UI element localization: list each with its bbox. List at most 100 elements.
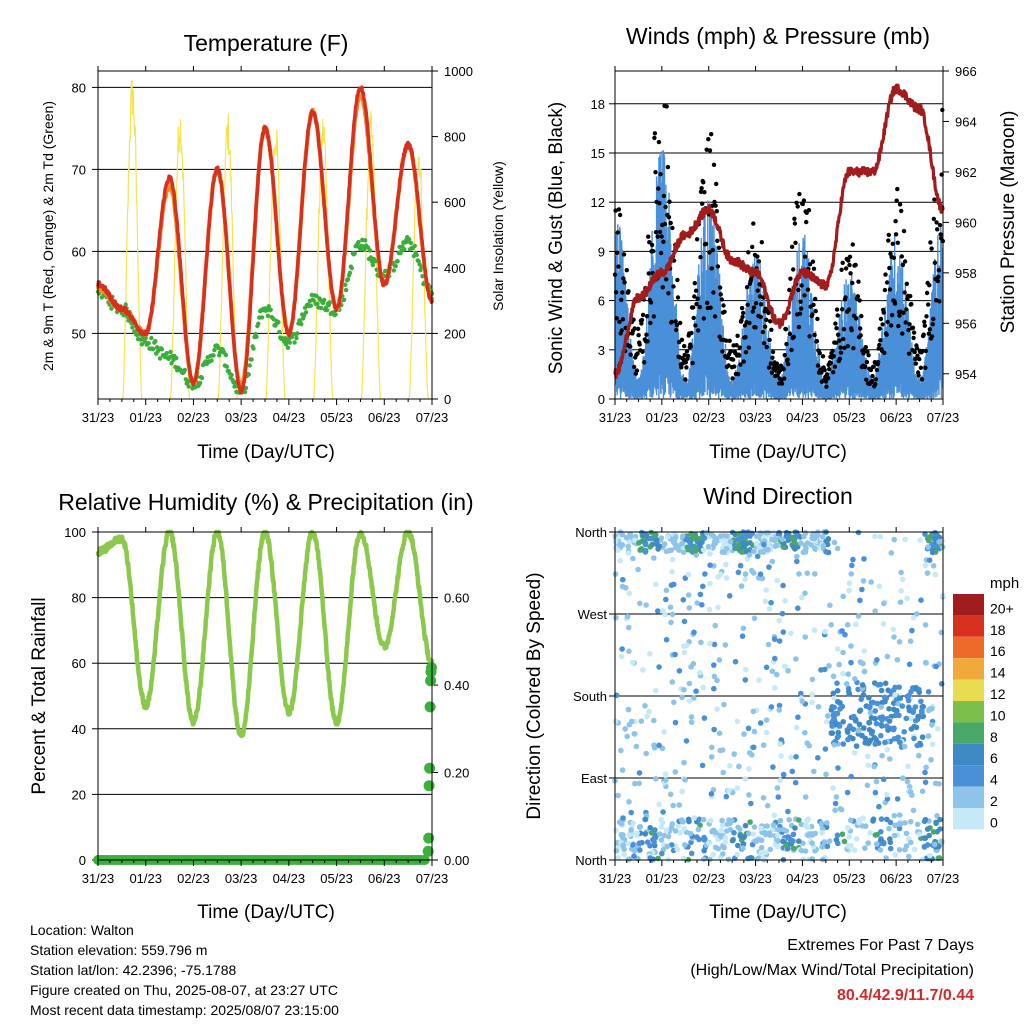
wind-direction-point: [663, 587, 670, 594]
wind-direction-point: [891, 812, 898, 819]
wind-direction-point: [739, 549, 745, 555]
wind-direction-point: [924, 842, 931, 848]
wind-direction-point: [719, 817, 725, 824]
wind-direction-point: [878, 816, 885, 822]
wind-direction-point: [636, 780, 642, 787]
gust-point: [930, 322, 935, 327]
dewpoint-point: [391, 268, 396, 273]
wind-direction-point: [926, 537, 932, 544]
gust-point: [713, 203, 718, 208]
wind-direction-point: [623, 585, 629, 591]
wind-direction-point: [929, 722, 935, 728]
wind-direction-point: [866, 727, 873, 733]
temperature-ylabel-left: 2m & 9m T (Red, Orange) & 2m Td (Green): [40, 101, 56, 371]
gust-point: [664, 104, 669, 109]
dewpoint-point: [186, 384, 191, 389]
gust-point: [742, 323, 748, 328]
gust-point: [639, 317, 645, 323]
gust-point: [913, 361, 918, 366]
wind-direction-point: [626, 648, 632, 655]
gust-point: [814, 339, 820, 344]
dewpoint-point: [406, 237, 412, 242]
dewpoint-point: [232, 384, 237, 389]
wind-direction-point: [707, 817, 714, 824]
wind-direction-point: [686, 680, 693, 687]
gust-point: [744, 285, 750, 290]
wind-direction-point: [910, 807, 917, 814]
wind-direction-point: [620, 842, 626, 849]
gust-point: [684, 349, 690, 354]
wind-direction-point: [836, 700, 843, 706]
gust-point: [724, 338, 729, 343]
wind-direction-point: [909, 627, 915, 634]
gust-point: [696, 328, 701, 333]
temperature-y2tick-label: 200: [444, 326, 466, 341]
wind-direction-point: [617, 557, 623, 564]
gust-point: [836, 332, 841, 337]
gust-point: [750, 309, 755, 314]
gust-point: [628, 344, 633, 349]
wind-direction-point: [662, 777, 669, 783]
gust-point: [616, 264, 621, 269]
gust-point: [665, 164, 671, 170]
gust-point: [626, 289, 631, 294]
wind-direction-point: [831, 742, 837, 748]
gust-point: [739, 305, 745, 311]
gust-point: [684, 365, 689, 370]
gust-point: [637, 342, 642, 347]
wind-direction-point: [847, 723, 853, 729]
gust-point: [781, 367, 786, 372]
wind-direction-point: [878, 704, 884, 710]
wind-direction-point: [702, 836, 708, 842]
wind-direction-point: [878, 732, 884, 739]
direction-ytick-label: South: [573, 689, 607, 704]
gust-point: [739, 318, 744, 323]
wind-direction-point: [894, 796, 901, 802]
gust-point: [624, 268, 629, 273]
dewpoint-point: [356, 239, 361, 245]
gust-point: [815, 363, 821, 368]
solar-insolation-line: [169, 119, 191, 400]
gust-point: [828, 360, 834, 366]
wind-direction-point: [769, 536, 775, 543]
gust-point: [617, 319, 622, 325]
wind-direction-point: [903, 715, 910, 722]
wind-direction-point: [796, 838, 802, 844]
wind-direction-point: [914, 821, 921, 828]
gust-point: [820, 354, 826, 359]
wind-direction-point: [723, 575, 730, 581]
wind-direction-point: [830, 785, 836, 791]
wind-direction-point: [887, 845, 894, 852]
wind-direction-point: [798, 540, 804, 546]
winds-xtick-label: 03/23: [739, 410, 772, 425]
wind-direction-point: [620, 815, 626, 821]
wind-direction-point: [830, 673, 837, 680]
gust-point: [767, 337, 772, 343]
gust-point: [640, 312, 646, 318]
gust-point: [913, 356, 918, 362]
wind-direction-point: [840, 719, 846, 725]
gust-point: [900, 331, 905, 336]
direction-xtick-label: 03/23: [739, 871, 772, 886]
gust-point: [819, 370, 824, 375]
wind-direction-point: [688, 850, 695, 857]
wind-direction-point: [686, 698, 693, 704]
gust-point: [932, 197, 937, 202]
wind-direction-point: [826, 663, 832, 669]
gust-point: [678, 320, 683, 326]
gust-point: [751, 221, 756, 226]
wind-direction-point: [615, 855, 621, 861]
wind-direction-point: [654, 541, 660, 548]
wind-direction-point: [718, 834, 725, 840]
gust-point: [621, 276, 626, 281]
legend-swatch: [953, 786, 984, 808]
gust-point: [833, 340, 839, 345]
wind-direction-point: [685, 816, 692, 823]
wind-direction-point: [896, 712, 902, 719]
precip-point: [424, 762, 436, 774]
wind-direction-point: [926, 557, 933, 563]
wind-direction-point: [919, 788, 926, 795]
wind-direction-point: [755, 837, 761, 843]
gust-point: [728, 349, 733, 354]
wind-direction-point: [800, 856, 807, 863]
